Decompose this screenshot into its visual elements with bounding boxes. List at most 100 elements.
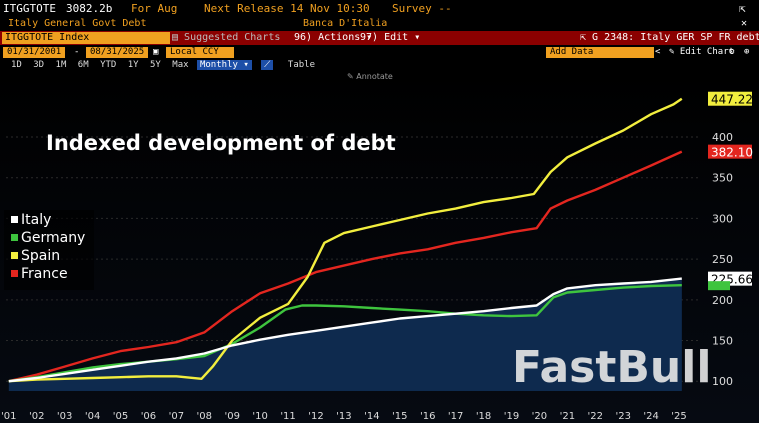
y-tick-label: 350 (712, 172, 733, 185)
survey-label: Survey -- (392, 2, 452, 15)
x-tick-label: '10 (252, 411, 267, 422)
legend-label: France (21, 266, 68, 282)
y-tick-label: 100 (712, 375, 733, 388)
x-tick-label: '02 (29, 411, 44, 422)
chart-title: Indexed development of debt (46, 131, 396, 155)
zoom-icon[interactable]: ⊕ (744, 47, 750, 57)
series-line-spain (8, 97, 683, 383)
frequency-label: Monthly (199, 60, 238, 70)
x-tick-label: '03 (57, 411, 72, 422)
header-row: ITGGTOTE 3082.2b For Aug Next Release 14… (0, 0, 759, 17)
chevron-down-icon: ▾ (366, 32, 373, 43)
period-3d[interactable]: 3D (33, 60, 45, 70)
legend-label: Italy (21, 212, 51, 228)
start-date-field[interactable]: 01/31/2001 (3, 47, 66, 58)
y-tick-label: 150 (712, 335, 733, 348)
chevron-left-icon[interactable]: < (655, 47, 661, 57)
last-value-badge (708, 144, 752, 159)
expand-icon[interactable]: ⇱ (739, 2, 746, 15)
chart-icon: ▤ (172, 32, 185, 43)
settings-icon[interactable]: ⚙ (729, 47, 735, 57)
suggested-charts-button[interactable]: ▤ Suggested Charts (172, 31, 280, 45)
last-value: 3082.2b (66, 2, 113, 15)
x-tick-label: '24 (643, 411, 658, 422)
y-tick-label: 400 (712, 131, 733, 144)
last-value-text: 447.22 (711, 93, 753, 107)
close-icon[interactable]: ✕ (741, 18, 748, 29)
next-release: Next Release 14 Nov 10:30 (204, 2, 370, 15)
actions-menu[interactable]: 96) Actions ▾ (294, 32, 373, 43)
last-value-text: 382.10 (711, 146, 753, 160)
edit-chart-button[interactable]: ✎ Edit Chart (669, 46, 734, 59)
debt-line-chart: Indexed development of debt ✎ Annotate I… (0, 72, 759, 423)
x-tick-label: '05 (113, 411, 128, 422)
add-data-input[interactable]: Add Data (546, 47, 654, 58)
germany-last-marker (708, 281, 730, 291)
series-line-italy (8, 277, 682, 383)
y-tick-label: 250 (712, 253, 733, 266)
x-tick-label: '17 (448, 411, 463, 422)
x-tick-label: '16 (420, 411, 435, 422)
date-row: 01/31/2001 - 08/31/2025 ▣ Local CCY Add … (0, 46, 759, 59)
data-source: Banca D'Italia (303, 18, 388, 29)
line-chart-icon[interactable]: ⟋ (261, 60, 274, 70)
annotate-label: Annotate (356, 72, 393, 81)
x-tick-label: '08 (197, 411, 212, 422)
x-tick-label: '20 (532, 411, 547, 422)
x-tick-label: '13 (336, 411, 351, 422)
series-description: Italy General Govt Debt (8, 18, 147, 29)
period-6m[interactable]: 6M (77, 60, 89, 70)
x-tick-label: '01 (1, 411, 16, 422)
legend-swatch (11, 270, 18, 277)
x-tick-label: '21 (560, 411, 575, 422)
legend-background (4, 210, 94, 290)
y-tick-label: 200 (712, 294, 733, 307)
y-axis: 100 150 200 250 300 350 400 (712, 131, 733, 388)
currency-select[interactable]: Local CCY (166, 47, 234, 58)
frequency-select[interactable]: Monthly ▾ (196, 60, 252, 70)
x-tick-label: '25 (671, 411, 686, 422)
legend-swatch (11, 216, 18, 223)
period-row: 1D 3D 1M 6M YTD 1Y 5Y Max Monthly ▾ ⟋ Ta… (0, 59, 759, 71)
x-tick-label: '18 (476, 411, 491, 422)
period-1d[interactable]: 1D (11, 60, 22, 70)
table-tab[interactable]: Table (287, 60, 315, 70)
edit-menu[interactable]: 97) Edit ▾ (360, 32, 421, 43)
suggested-charts-label: Suggested Charts (184, 32, 281, 43)
period-5y[interactable]: 5Y (150, 60, 161, 70)
link-icon: ⇱ (580, 32, 593, 43)
x-tick-label: '04 (85, 411, 100, 422)
ticker-label: ITGGTOTE (3, 2, 56, 15)
legend-label: Germany (21, 230, 85, 246)
for-period: For Aug (131, 2, 178, 15)
legend-swatch (11, 234, 18, 241)
series-lines (8, 97, 683, 383)
chart-legend: Italy Germany Spain France (4, 210, 94, 290)
index-field[interactable]: ITGGTOTE Index (2, 32, 170, 44)
x-tick-label: '19 (504, 411, 519, 422)
x-tick-label: '15 (392, 411, 407, 422)
period-ytd[interactable]: YTD (100, 60, 117, 70)
y-tick-label: 300 (712, 212, 733, 225)
period-max[interactable]: Max (172, 60, 189, 70)
x-axis: '01 '02 '03 '04 '05 '06 '07 '08 '09 '10 '11 '12 '13 '… (1, 411, 687, 422)
annotate-button[interactable]: ✎ Annotate (347, 72, 393, 81)
period-tabs: 1D 3D 1M 6M YTD 1Y 5Y Max Monthly ▾ ⟋ Ta… (8, 59, 318, 71)
description-row: Italy General Govt Debt Banca D'Italia ✕ (0, 17, 759, 31)
edit-label: Edit (384, 32, 409, 43)
date-separator: - (74, 47, 80, 57)
last-value-badge (708, 91, 752, 106)
period-1y[interactable]: 1Y (127, 60, 139, 70)
graph-title-text: G 2348: Italy GER SP FR debt (592, 32, 759, 43)
actions-label: Actions (318, 32, 361, 43)
calendar-icon[interactable]: ▣ (153, 47, 159, 57)
end-date-field[interactable]: 08/31/2025 (86, 47, 149, 58)
graph-title: ⇱ G 2348: Italy GER SP FR debt (580, 31, 759, 45)
series-line-france (8, 150, 683, 383)
edit-chart-label: Edit Chart (679, 47, 735, 57)
x-tick-label: '09 (224, 411, 239, 422)
chevron-down-icon: ▾ (414, 32, 421, 43)
period-1m[interactable]: 1M (55, 60, 67, 70)
legend-label: Spain (21, 248, 60, 264)
